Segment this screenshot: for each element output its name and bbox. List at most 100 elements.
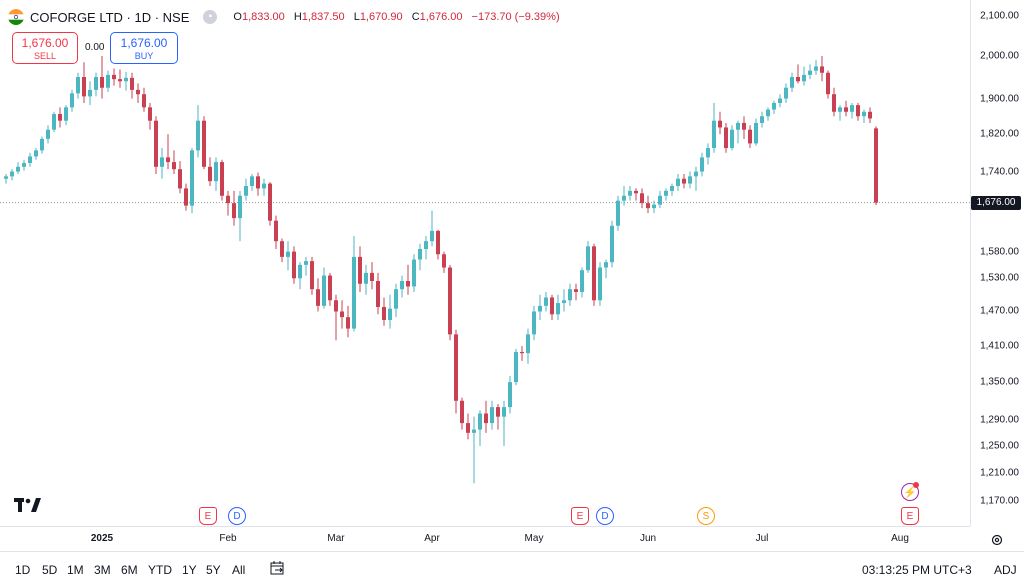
price-axis[interactable]: 2,100.00 2,000.00 1,900.00 1,820.00 1,740.00…	[970, 0, 1024, 526]
candle[interactable]	[814, 60, 818, 75]
candle[interactable]	[268, 182, 272, 226]
candle[interactable]	[214, 157, 218, 191]
candle[interactable]	[544, 291, 548, 312]
candle[interactable]	[106, 70, 110, 93]
candle[interactable]	[388, 294, 392, 329]
candle[interactable]	[700, 152, 704, 177]
candle[interactable]	[406, 264, 410, 295]
candle[interactable]	[628, 185, 632, 201]
candle[interactable]	[244, 178, 248, 201]
candle[interactable]	[688, 171, 692, 189]
tradingview-logo-icon[interactable]	[14, 498, 44, 517]
candle[interactable]	[124, 71, 128, 91]
candle[interactable]	[586, 241, 590, 273]
candle[interactable]	[448, 264, 452, 341]
candle[interactable]	[748, 125, 752, 149]
candle[interactable]	[478, 410, 482, 447]
candle[interactable]	[766, 107, 770, 121]
candle[interactable]	[832, 87, 836, 117]
candle[interactable]	[850, 102, 854, 119]
candle[interactable]	[322, 267, 326, 309]
candle[interactable]	[574, 283, 578, 301]
candlestick-chart[interactable]	[0, 0, 970, 526]
candle[interactable]	[22, 159, 26, 171]
candle[interactable]	[556, 294, 560, 320]
candle[interactable]	[664, 188, 668, 201]
candle[interactable]	[820, 56, 824, 82]
candle[interactable]	[304, 256, 308, 276]
candle[interactable]	[514, 349, 518, 386]
candle[interactable]	[160, 148, 164, 179]
candle[interactable]	[238, 190, 242, 242]
candle[interactable]	[706, 143, 710, 165]
candle[interactable]	[58, 107, 62, 128]
candle[interactable]	[376, 272, 380, 315]
candle[interactable]	[310, 256, 314, 295]
candle[interactable]	[412, 254, 416, 292]
candle[interactable]	[568, 283, 572, 306]
candle[interactable]	[658, 190, 662, 209]
adjustment-toggle[interactable]: ADJ	[994, 563, 1017, 577]
split-marker[interactable]: S	[697, 507, 715, 525]
candle[interactable]	[724, 122, 728, 153]
date-range-calendar-icon[interactable]	[270, 561, 286, 576]
candle[interactable]	[358, 246, 362, 292]
candle[interactable]	[712, 102, 716, 153]
candle[interactable]	[352, 235, 356, 332]
candle[interactable]	[88, 81, 92, 106]
sell-button[interactable]: 1,676.00 SELL	[12, 32, 78, 64]
candle[interactable]	[484, 400, 488, 433]
market-status-icon[interactable]: ▪	[203, 10, 218, 24]
candle[interactable]	[682, 173, 686, 189]
candle[interactable]	[10, 169, 14, 181]
earnings-marker[interactable]: E	[199, 507, 217, 525]
candle[interactable]	[298, 262, 302, 290]
candle[interactable]	[640, 188, 644, 209]
candle[interactable]	[580, 267, 584, 298]
candle[interactable]	[778, 94, 782, 108]
candle[interactable]	[532, 305, 536, 341]
candle[interactable]	[364, 264, 368, 295]
candle[interactable]	[178, 161, 182, 194]
candle[interactable]	[418, 243, 422, 271]
candle[interactable]	[340, 300, 344, 329]
candle[interactable]	[424, 235, 428, 260]
candle[interactable]	[592, 243, 596, 306]
earnings-marker[interactable]: E	[901, 507, 919, 525]
candle[interactable]	[796, 64, 800, 84]
candle[interactable]	[40, 136, 44, 154]
candle[interactable]	[4, 173, 8, 184]
candle[interactable]	[730, 125, 734, 151]
earnings-marker[interactable]: E	[571, 507, 589, 525]
candle[interactable]	[316, 278, 320, 312]
candle[interactable]	[466, 413, 470, 440]
buy-button[interactable]: 1,676.00 BUY	[110, 32, 178, 64]
range-button-5y[interactable]: 5Y	[206, 563, 221, 577]
candle[interactable]	[826, 70, 830, 99]
candle[interactable]	[370, 262, 374, 290]
candle[interactable]	[154, 116, 158, 174]
candle[interactable]	[616, 195, 620, 231]
candle[interactable]	[622, 185, 626, 206]
symbol-title[interactable]: COFORGE LTD · 1D · NSE	[30, 9, 190, 25]
candle[interactable]	[256, 172, 260, 196]
range-button-ytd[interactable]: YTD	[148, 563, 172, 577]
range-button-6m[interactable]: 6M	[121, 563, 138, 577]
dividend-marker[interactable]: D	[596, 507, 614, 525]
candle[interactable]	[604, 259, 608, 279]
candle[interactable]	[430, 210, 434, 247]
candle[interactable]	[502, 400, 506, 447]
candle[interactable]	[838, 105, 842, 121]
candle[interactable]	[166, 134, 170, 170]
candle[interactable]	[874, 126, 878, 206]
candle[interactable]	[184, 183, 188, 211]
candle[interactable]	[520, 346, 524, 361]
settings-gear-icon[interactable]	[990, 533, 1004, 550]
candle[interactable]	[670, 183, 674, 196]
candle[interactable]	[346, 305, 350, 338]
candle[interactable]	[46, 125, 50, 144]
candle[interactable]	[142, 87, 146, 112]
candle[interactable]	[118, 69, 122, 88]
candle[interactable]	[538, 294, 542, 320]
candle[interactable]	[16, 162, 20, 174]
